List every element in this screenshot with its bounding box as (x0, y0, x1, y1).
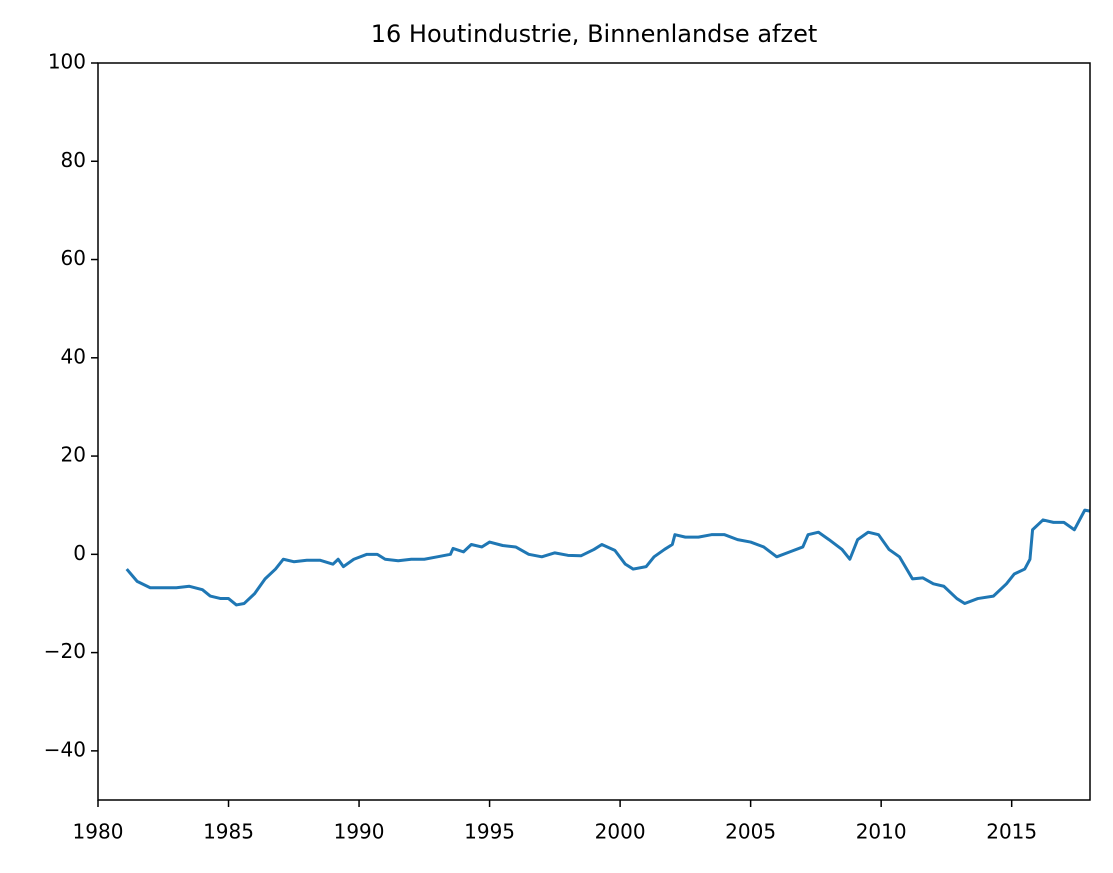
x-tick-label: 2000 (595, 820, 646, 844)
line-series (125, 508, 1091, 607)
chart-title: 16 Houtindustrie, Binnenlandse afzet (371, 20, 818, 48)
y-tick-label: 100 (48, 50, 86, 74)
y-tick-label: −20 (44, 639, 86, 663)
y-tick-label: 40 (61, 344, 86, 368)
y-tick-label: −40 (44, 737, 86, 761)
plot-frame (97, 62, 1091, 801)
y-tick-label: 0 (73, 541, 86, 565)
x-tick-label: 2015 (986, 820, 1037, 844)
x-tick-label: 1990 (334, 820, 385, 844)
y-tick-label: 20 (61, 443, 86, 467)
x-tick-label: 1985 (203, 820, 254, 844)
y-tick-label: 80 (61, 148, 86, 172)
x-tick-label: 1995 (464, 820, 515, 844)
x-tick-label: 2005 (725, 820, 776, 844)
x-tick-label: 1980 (73, 820, 124, 844)
x-tick-label: 2010 (856, 820, 907, 844)
y-tick-label: 60 (61, 246, 86, 270)
